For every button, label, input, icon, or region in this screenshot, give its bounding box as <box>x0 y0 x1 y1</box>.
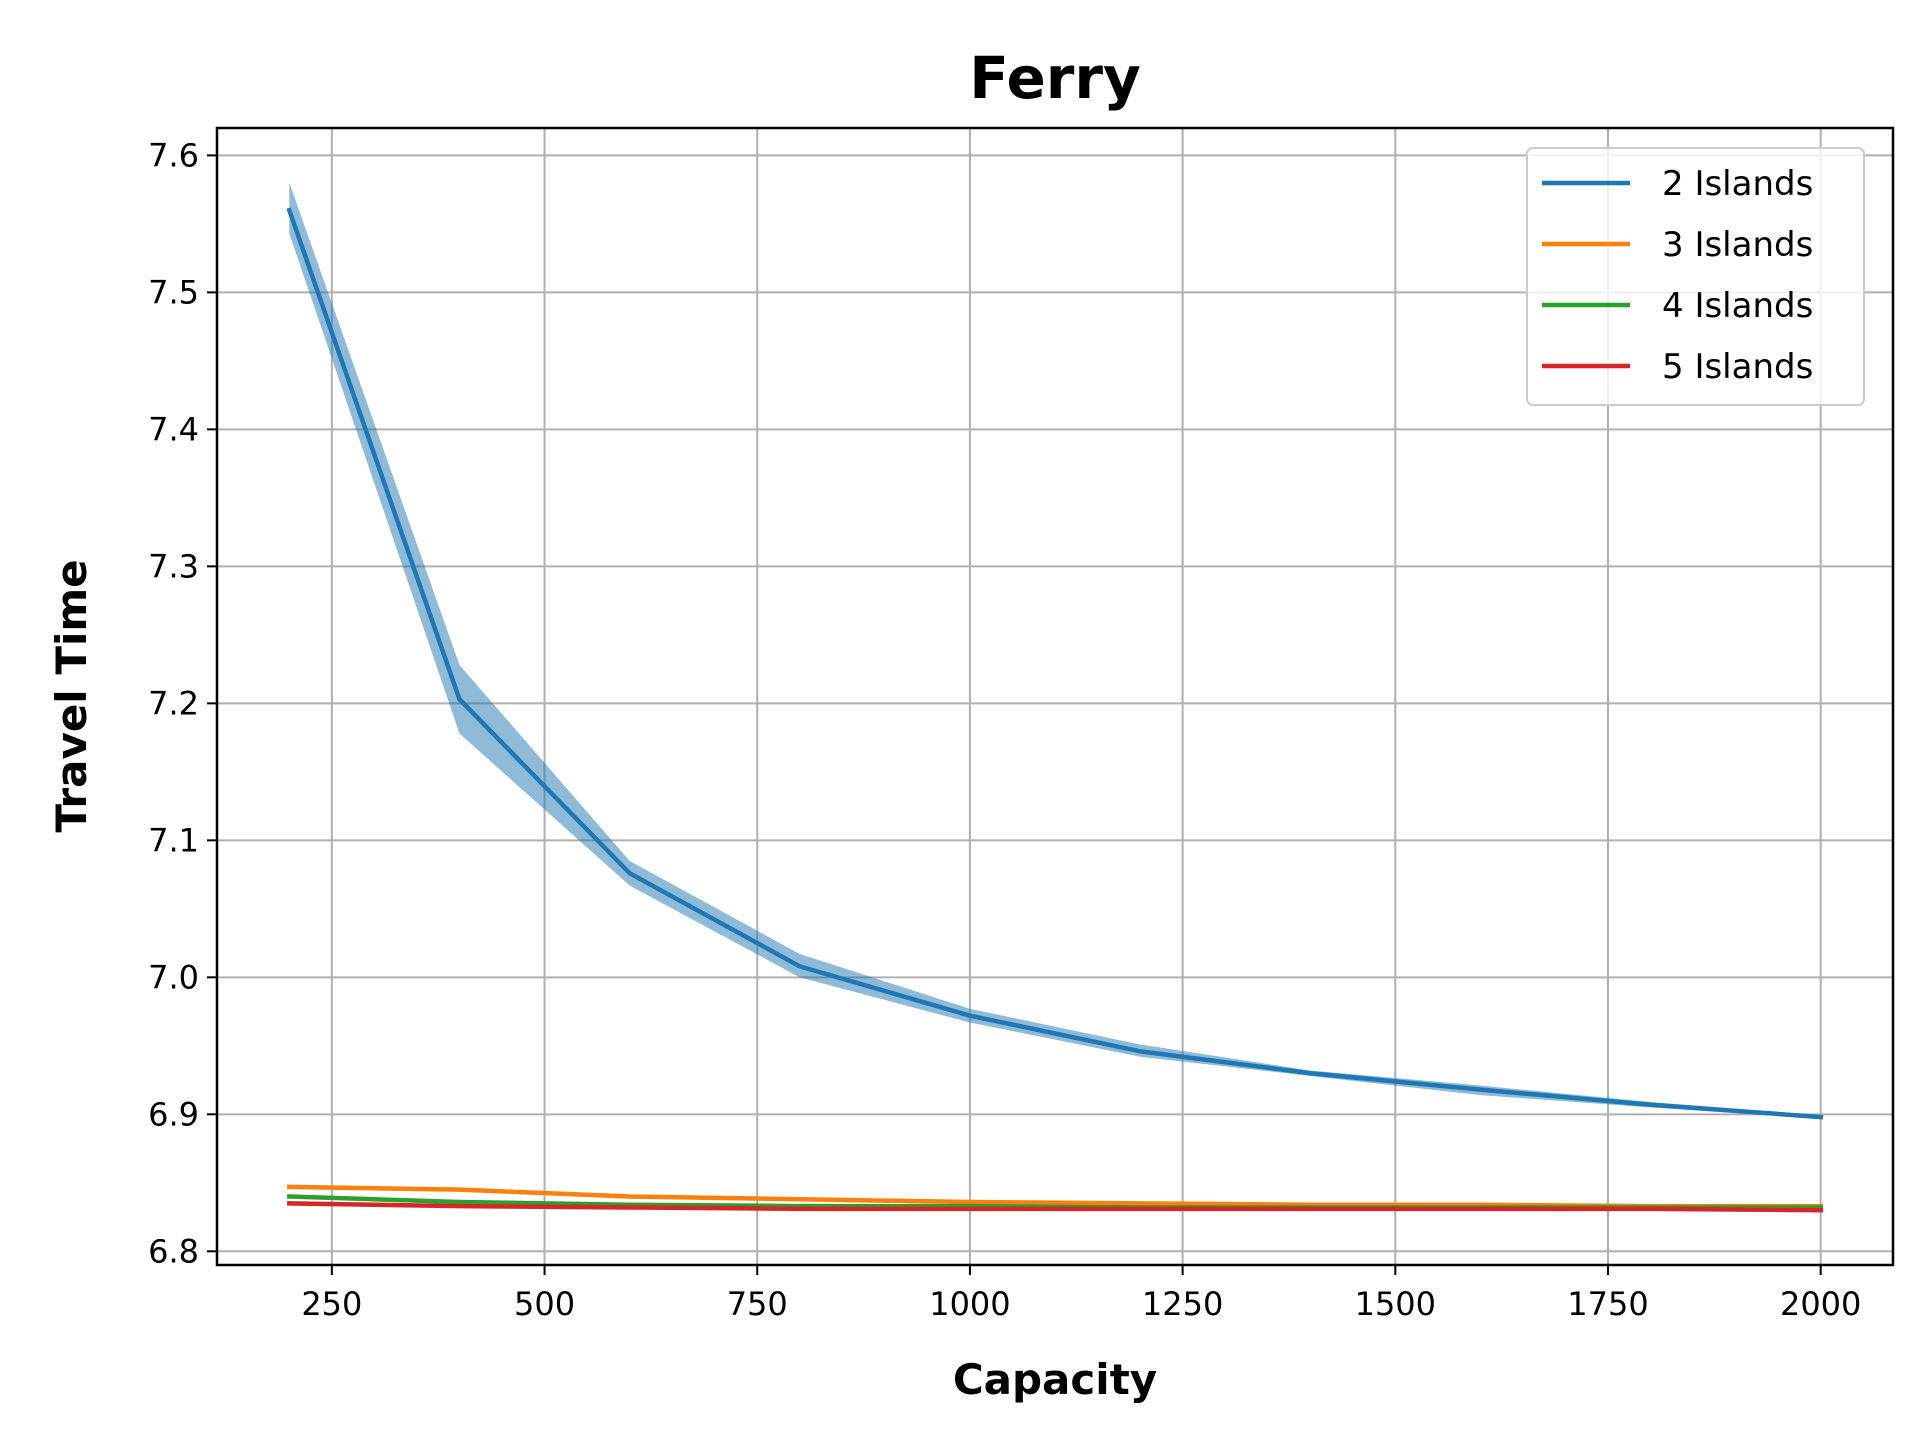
x-tick-label: 1000 <box>929 1285 1010 1323</box>
y-tick-label: 7.4 <box>148 410 199 448</box>
legend-label-series-3: 4 Islands <box>1662 286 1813 326</box>
legend-label-series-1: 2 Islands <box>1662 164 1813 204</box>
x-tick-label: 1250 <box>1142 1285 1223 1323</box>
x-tick-label: 500 <box>514 1285 575 1323</box>
y-tick-label: 6.8 <box>148 1232 199 1270</box>
x-tick-label: 250 <box>301 1285 362 1323</box>
legend-label-series-4: 5 Islands <box>1662 347 1813 387</box>
axis-ticks: 250 500 750 1000 1250 1500 1750 2000 6.8 6.9 7.0 7.… <box>148 136 1861 1323</box>
chart-title: Ferry <box>969 44 1141 112</box>
plot-frame <box>215 126 1895 1267</box>
line-series-1 <box>286 207 1824 1120</box>
legend: 2 Islands 3 Islands 4 Islands 5 Islands <box>1526 147 1865 406</box>
y-tick-label: 7.5 <box>148 273 199 311</box>
series-lines <box>286 207 1824 1213</box>
line-series-4 <box>287 1201 1823 1213</box>
y-tick-label: 7.1 <box>148 821 199 859</box>
y-tick-label: 7.6 <box>148 136 199 174</box>
legend-box <box>1526 147 1865 406</box>
x-tick-label: 1750 <box>1567 1285 1648 1323</box>
legend-label-series-2: 3 Islands <box>1662 225 1813 265</box>
x-axis-label: Capacity <box>953 1355 1157 1404</box>
y-tick-label: 7.2 <box>148 684 199 722</box>
confidence-bands <box>289 182 1821 1119</box>
y-axis-label: Travel Time <box>47 559 96 832</box>
confidence-band-series-1 <box>289 182 1821 1119</box>
y-tick-label: 7.3 <box>148 547 199 585</box>
x-tick-label: 2000 <box>1780 1285 1861 1323</box>
x-tick-label: 750 <box>727 1285 788 1323</box>
y-tick-label: 7.0 <box>148 958 199 996</box>
y-tick-label: 6.9 <box>148 1095 199 1133</box>
x-tick-label: 1500 <box>1355 1285 1436 1323</box>
